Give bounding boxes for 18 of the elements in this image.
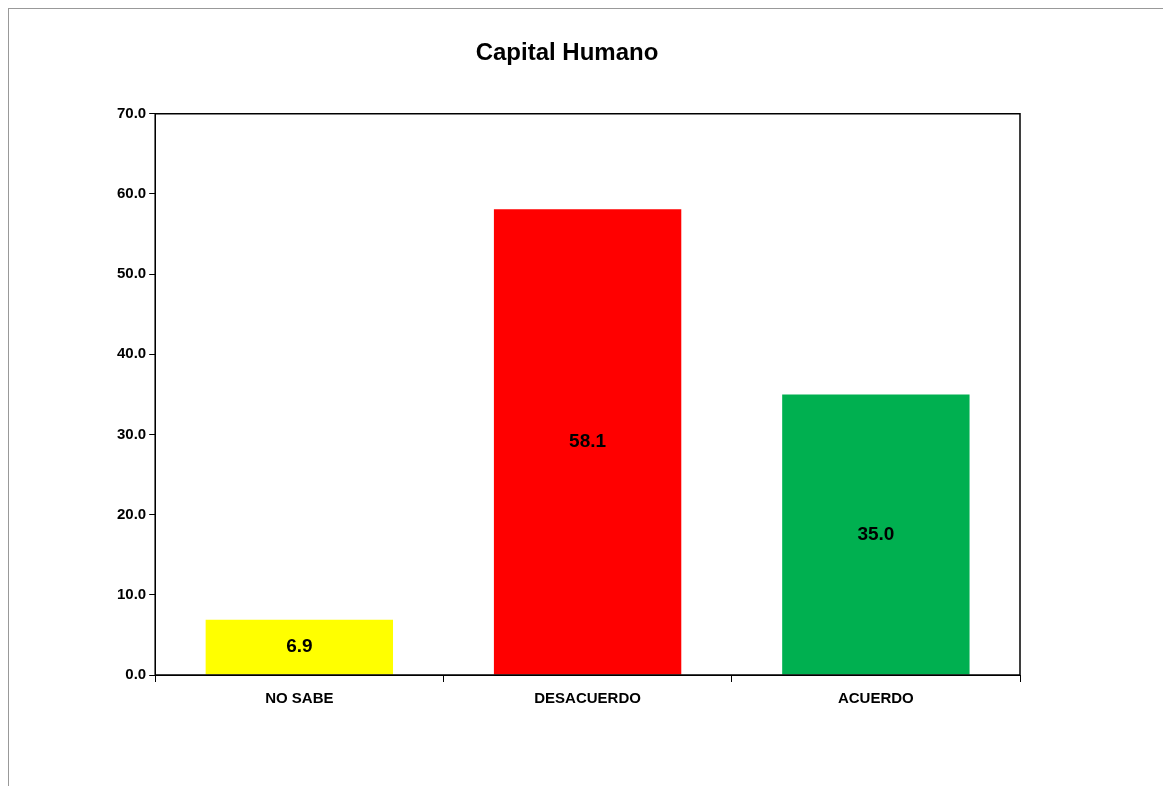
y-tick-label: 20.0 xyxy=(116,504,147,522)
data-label: 6.9 xyxy=(286,635,313,657)
y-tick-label: 50.0 xyxy=(116,264,147,282)
x-tick-label: ACUERDO xyxy=(837,689,915,707)
x-tick-label: NO SABE xyxy=(265,689,334,707)
y-tick-label: 10.0 xyxy=(116,584,147,602)
bar xyxy=(493,209,682,675)
bar xyxy=(205,619,394,675)
y-tick-label: 40.0 xyxy=(116,344,147,362)
y-tick-label: 60.0 xyxy=(116,184,147,202)
chart-title: Capital Humano xyxy=(475,38,659,66)
y-tick-label: 70.0 xyxy=(116,103,147,121)
x-tick-label: DESACUERDO xyxy=(534,689,642,707)
y-tick-label: 30.0 xyxy=(116,424,147,442)
data-label: 35.0 xyxy=(857,522,895,544)
y-tick-label: 0.0 xyxy=(125,665,147,683)
data-label: 58.1 xyxy=(569,430,607,452)
bar xyxy=(782,394,970,675)
